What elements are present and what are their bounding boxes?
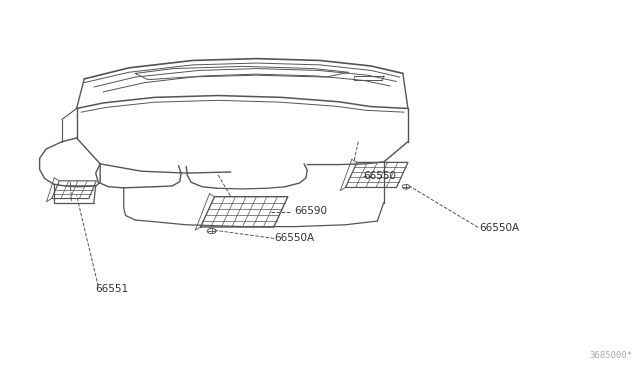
Text: 66551: 66551 xyxy=(96,283,129,294)
Text: 3685000*: 3685000* xyxy=(589,351,632,360)
Text: 66550A: 66550A xyxy=(479,223,520,233)
Text: 66590: 66590 xyxy=(294,206,328,216)
Text: 66550: 66550 xyxy=(364,171,396,181)
Text: 66550A: 66550A xyxy=(274,233,314,243)
